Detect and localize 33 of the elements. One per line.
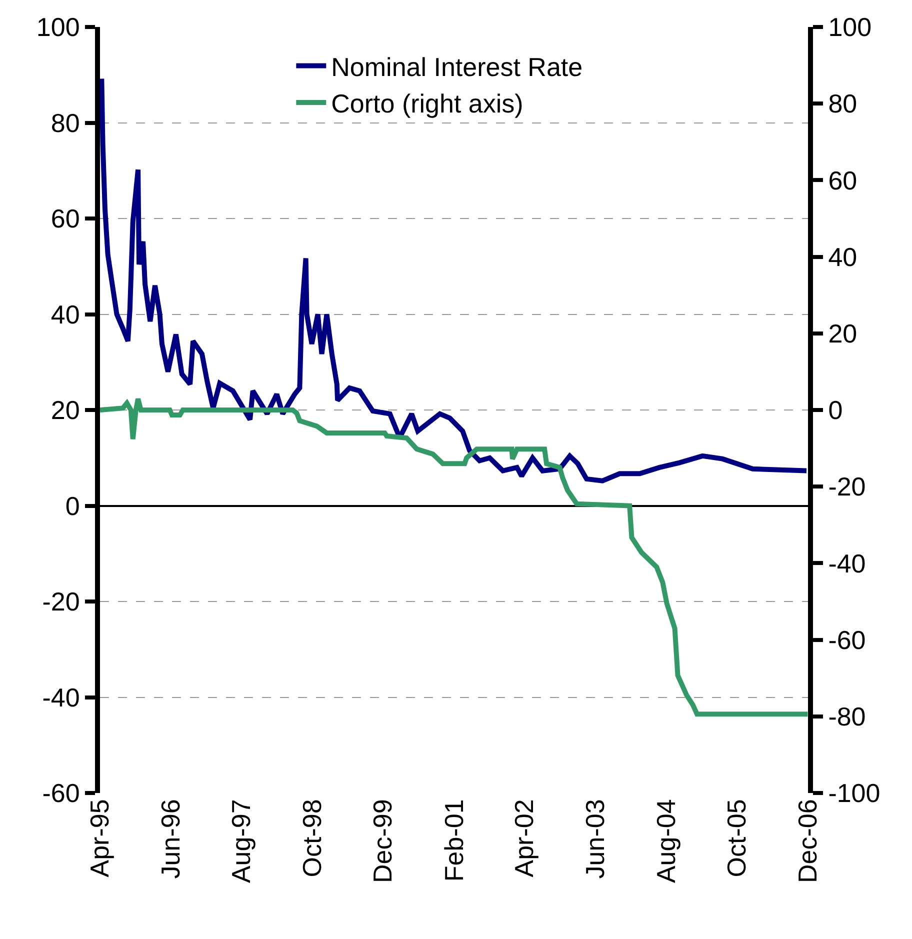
y-tick-label: -60	[42, 778, 80, 808]
y2-tick-label: -100	[828, 778, 880, 808]
y2-tick-label: -60	[828, 624, 866, 655]
y-tick-label: 100	[36, 12, 80, 42]
legend-label: Nominal Interest Rate	[331, 52, 583, 82]
y-tick-label: -20	[42, 586, 80, 617]
y2-tick-label: 100	[828, 12, 872, 42]
x-tick-label: Oct-05	[722, 799, 752, 878]
x-tick-label: Apr-95	[84, 799, 114, 878]
x-tick-label: Oct-98	[296, 799, 327, 878]
y2-tick-label: -80	[828, 702, 866, 732]
y-tick-label: -40	[42, 682, 80, 712]
x-tick-label: Aug-97	[226, 799, 256, 884]
y2-tick-label: -20	[828, 472, 866, 502]
x-tick-label: Jun-96	[155, 799, 186, 879]
y2-tick-label: 0	[828, 395, 843, 426]
y2-tick-label: 80	[828, 88, 858, 119]
y-tick-label: 80	[50, 108, 80, 138]
y2-tick-label: -40	[828, 548, 866, 578]
x-tick-label: Apr-02	[509, 799, 540, 878]
y-tick-label: 40	[50, 299, 80, 330]
y2-tick-label: 20	[828, 318, 858, 348]
y-tick-label: 20	[50, 395, 80, 426]
x-tick-label: Feb-01	[438, 799, 469, 882]
y-tick-label: 60	[50, 204, 80, 234]
y2-tick-label: 60	[828, 165, 858, 196]
y-tick-label: 0	[65, 490, 80, 521]
x-tick-label: Aug-04	[650, 799, 681, 884]
x-tick-label: Dec-06	[792, 799, 822, 884]
y2-tick-label: 40	[828, 242, 858, 272]
legend-label: Corto (right axis)	[331, 88, 524, 119]
x-tick-label: Dec-99	[368, 799, 398, 884]
x-tick-label: Jun-03	[580, 799, 610, 879]
